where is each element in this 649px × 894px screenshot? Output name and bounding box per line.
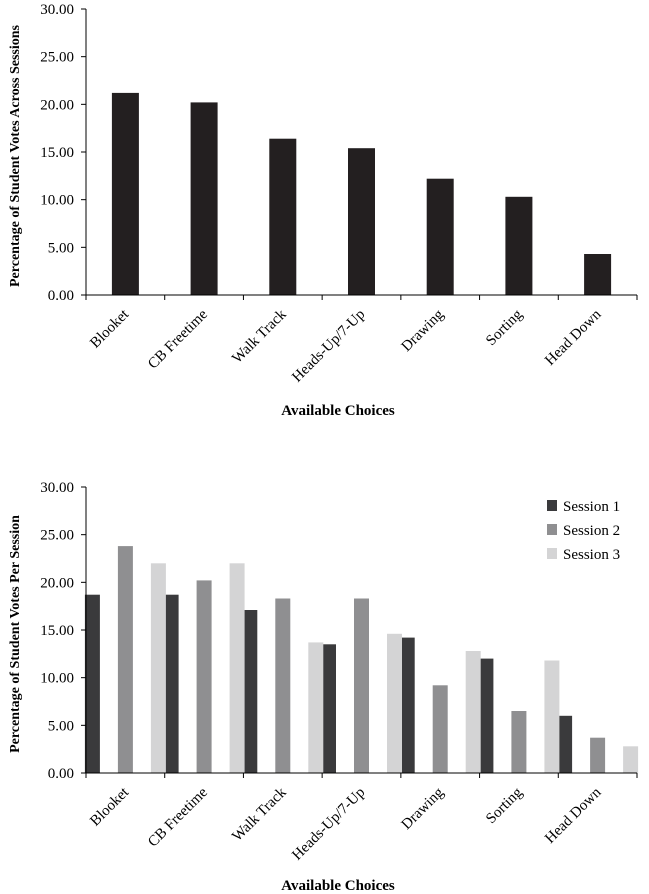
x-tick-label: CB Freetime bbox=[145, 784, 211, 850]
bar-2-2-5 bbox=[432, 685, 448, 773]
y-tick-label: 15.00 bbox=[40, 623, 74, 639]
bar-1-1-3 bbox=[269, 138, 297, 295]
y-tick-label: 10.00 bbox=[40, 193, 74, 209]
y-tick-label: 0.00 bbox=[48, 288, 74, 304]
y-tick-label: 30.00 bbox=[40, 2, 74, 18]
y-tick-label: 20.00 bbox=[40, 97, 74, 113]
bar-2-1-3 bbox=[242, 610, 258, 773]
x-axis-title: Available Choices bbox=[281, 878, 395, 894]
x-tick-label: Heads-Up/7-Up bbox=[289, 785, 368, 864]
y-tick-label: 25.00 bbox=[40, 528, 74, 544]
x-tick-label: Heads-Up/7-Up bbox=[289, 307, 368, 386]
y-tick-label: 20.00 bbox=[40, 575, 74, 591]
legend-label-1: Session 1 bbox=[563, 499, 620, 515]
bar-2-3-4 bbox=[387, 633, 402, 773]
bar-2-3-5 bbox=[465, 651, 481, 773]
bar-2-1-5 bbox=[399, 637, 415, 773]
bar-1-1-6 bbox=[505, 196, 533, 295]
legend-label-2: Session 2 bbox=[563, 523, 620, 539]
bar-2-2-1 bbox=[117, 546, 133, 773]
y-tick-label: 25.00 bbox=[40, 50, 74, 66]
legend-swatch-1 bbox=[547, 500, 557, 511]
x-tick-label: Drawing bbox=[399, 784, 448, 833]
bar-2-2-3 bbox=[275, 598, 291, 773]
x-tick-label: Walk Track bbox=[229, 306, 290, 367]
y-tick-label: 0.00 bbox=[48, 766, 74, 782]
y-tick-label: 15.00 bbox=[40, 145, 74, 161]
legend: Session 1 Session 2 Session 3 bbox=[547, 499, 620, 563]
bar-2-3-1 bbox=[150, 563, 166, 773]
legend-swatch-3 bbox=[547, 548, 557, 559]
bar-2-3-2 bbox=[229, 563, 245, 773]
x-axis-title: Available Choices bbox=[281, 403, 395, 419]
chart-2: 0.00 5.00 10.00 15.00 20.00 25.00 30.00 Blooket… bbox=[8, 480, 639, 894]
x-tick-label: Walk Track bbox=[229, 784, 290, 845]
y-tick-label: 30.00 bbox=[40, 480, 74, 496]
x-tick-label: Head Down bbox=[542, 784, 605, 847]
bar-2-3-6 bbox=[544, 660, 560, 773]
chart-1: 0.00 5.00 10.00 15.00 20.00 25.00 30.00 Blooket… bbox=[8, 2, 638, 419]
bar-2-3-7 bbox=[623, 746, 639, 773]
x-tick-label: Head Down bbox=[542, 306, 605, 369]
bar-2-2-7 bbox=[590, 737, 606, 773]
bar-2-2-6 bbox=[511, 711, 527, 773]
x-tick-label: Sorting bbox=[483, 784, 526, 827]
y-axis-title: Percentage of Student Votes Per Session bbox=[8, 515, 23, 753]
y-tick-label: 10.00 bbox=[40, 671, 74, 687]
x-tick-label: Drawing bbox=[399, 306, 448, 355]
legend-swatch-2 bbox=[547, 524, 557, 535]
bar-1-1-5 bbox=[426, 178, 454, 295]
bar-2-1-2 bbox=[163, 594, 179, 773]
x-tick-label: CB Freetime bbox=[145, 306, 211, 372]
x-tick-label: Sorting bbox=[483, 306, 526, 349]
y-tick-label: 5.00 bbox=[48, 718, 74, 734]
bar-2-1-7 bbox=[557, 715, 573, 773]
bar-1-1-4 bbox=[348, 148, 375, 295]
bar-1-1-2 bbox=[190, 102, 218, 296]
bar-2-2-4 bbox=[354, 598, 369, 773]
bar-2-1-1 bbox=[84, 594, 100, 773]
bar-1-1-7 bbox=[584, 254, 612, 295]
y-tick-label: 5.00 bbox=[48, 240, 74, 256]
x-tick-label: Blooket bbox=[87, 784, 132, 829]
x-tick-label: Blooket bbox=[87, 306, 132, 351]
legend-label-3: Session 3 bbox=[563, 547, 620, 563]
bar-2-3-3 bbox=[308, 642, 324, 773]
bar-2-1-6 bbox=[478, 658, 494, 773]
y-axis-title: Percentage of Student Votes Across Sessi… bbox=[8, 24, 23, 287]
bar-2-2-2 bbox=[196, 580, 212, 773]
bar-1-1-1 bbox=[111, 92, 139, 296]
bar-2-1-4 bbox=[321, 644, 336, 773]
